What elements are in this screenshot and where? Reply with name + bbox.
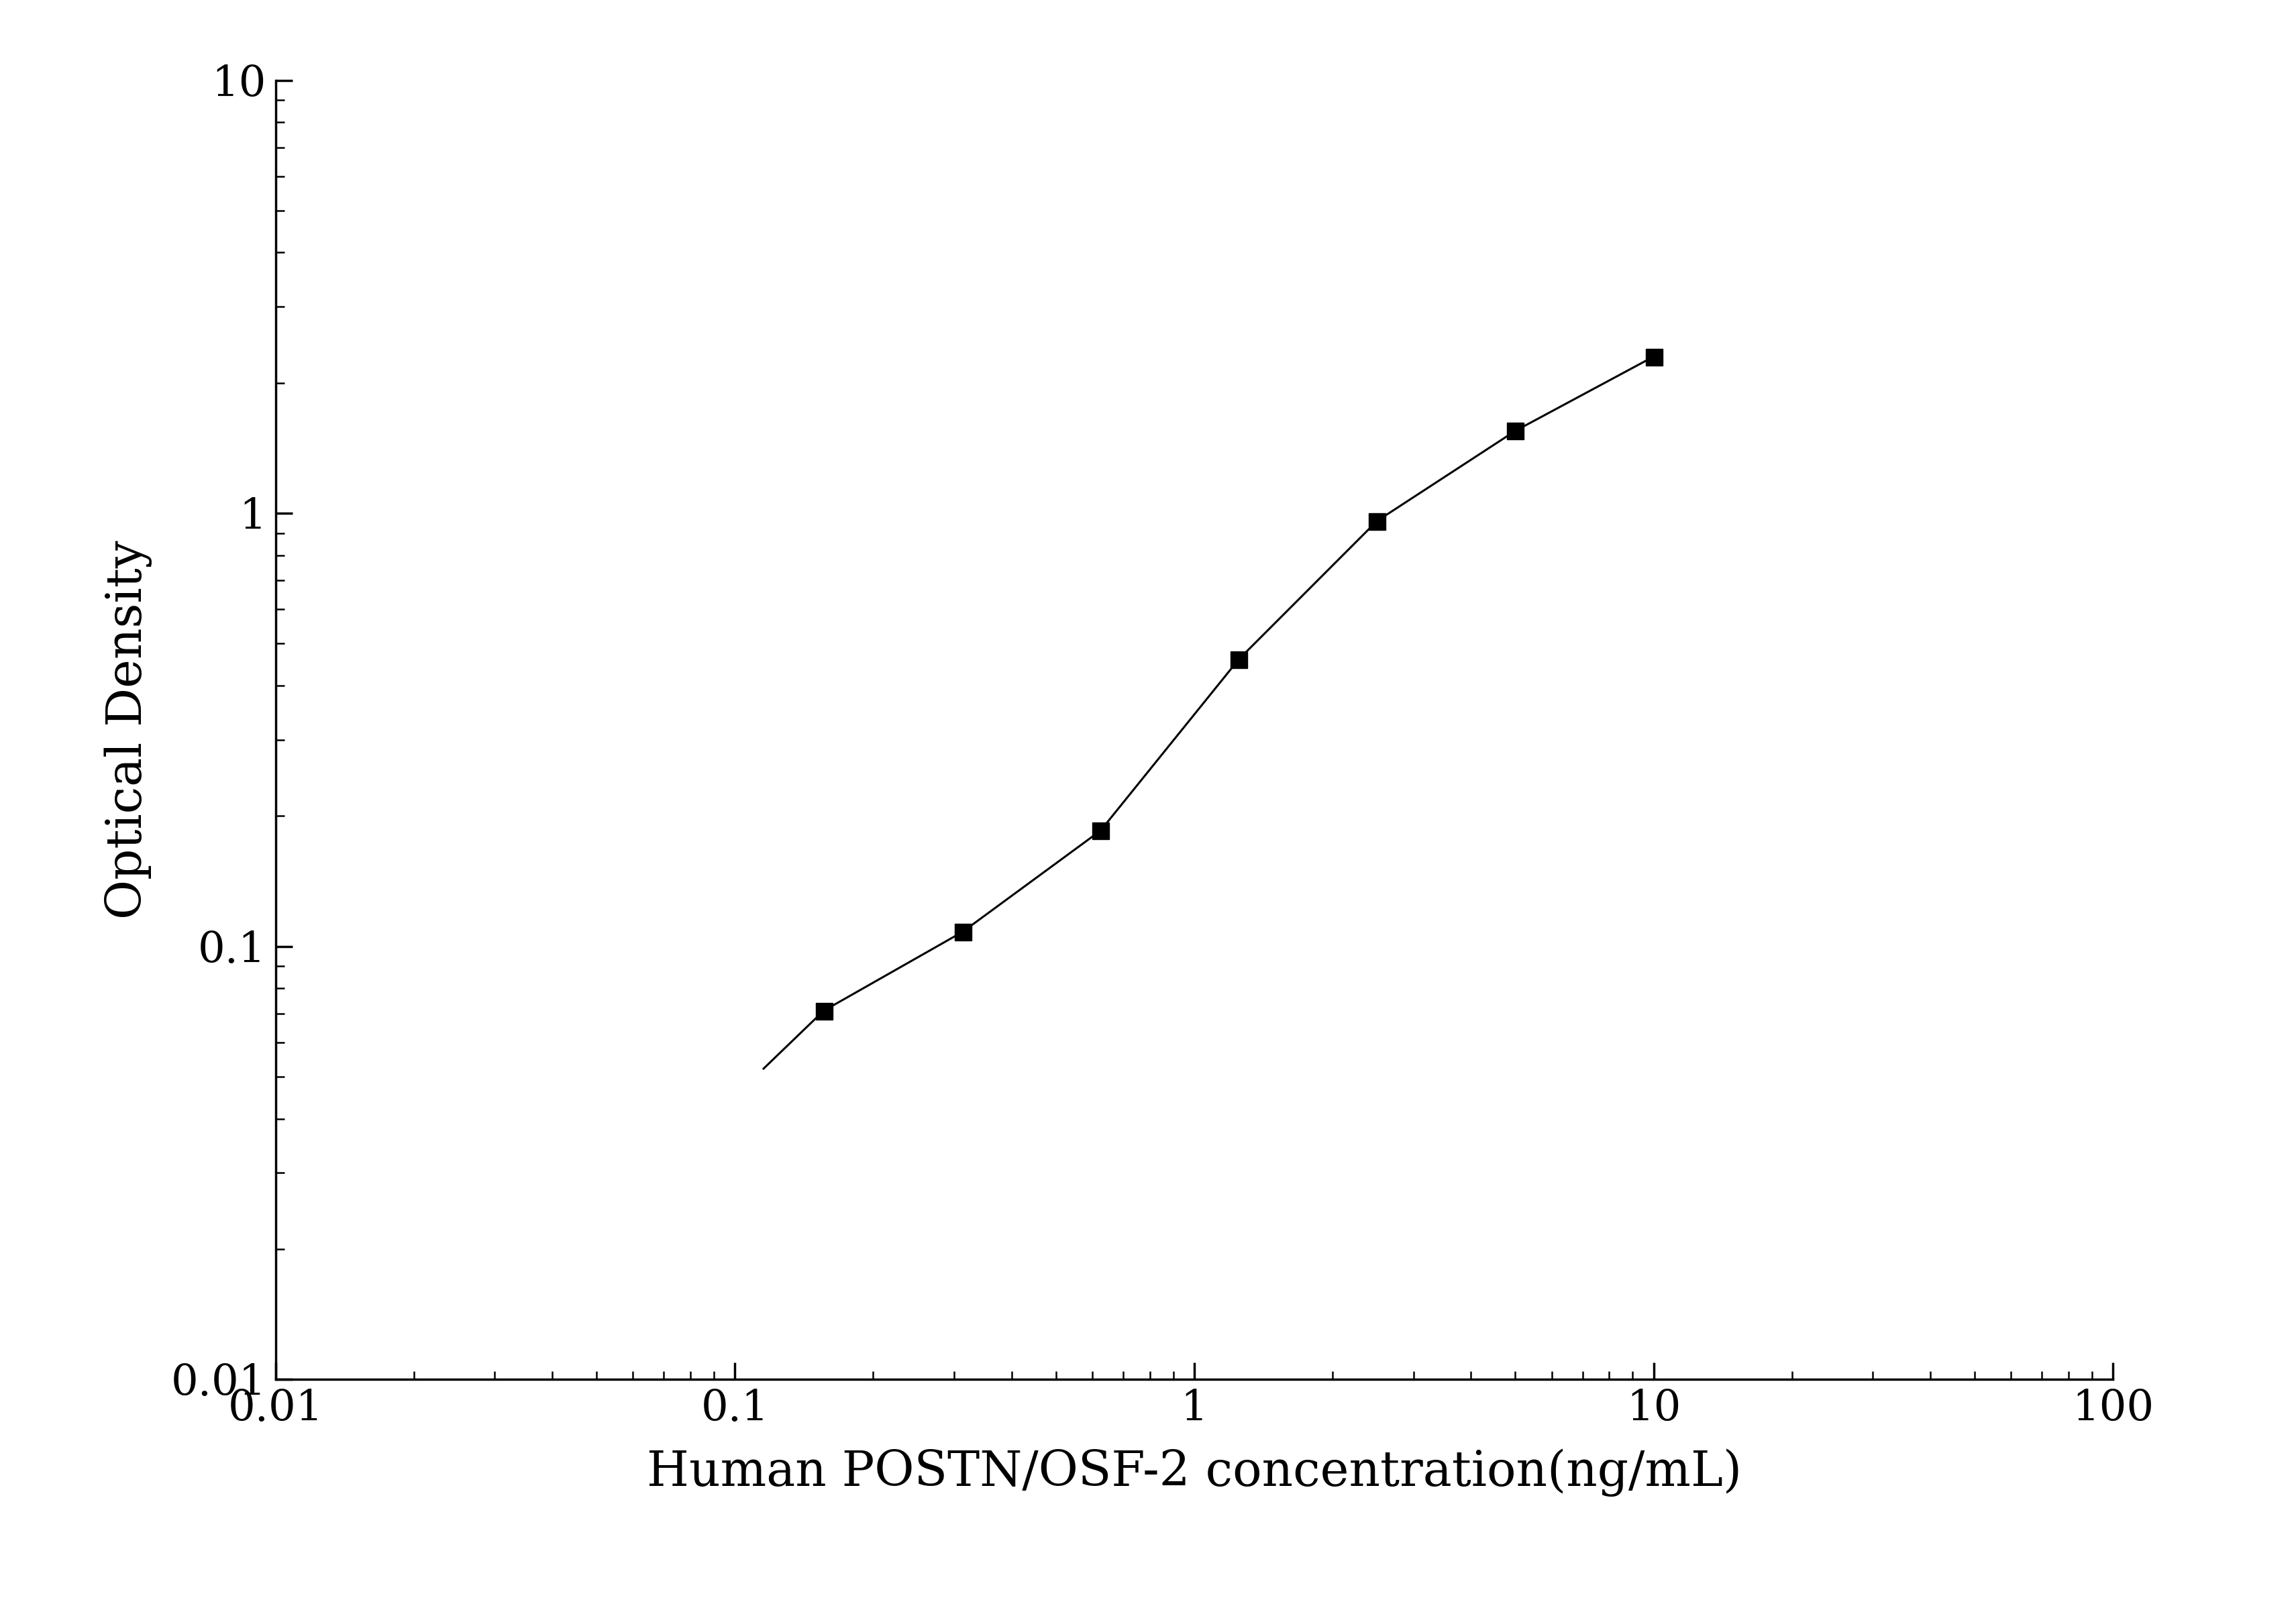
Y-axis label: Optical Density: Optical Density <box>103 541 152 919</box>
X-axis label: Human POSTN/OSF-2 concentration(ng/mL): Human POSTN/OSF-2 concentration(ng/mL) <box>647 1448 1740 1497</box>
